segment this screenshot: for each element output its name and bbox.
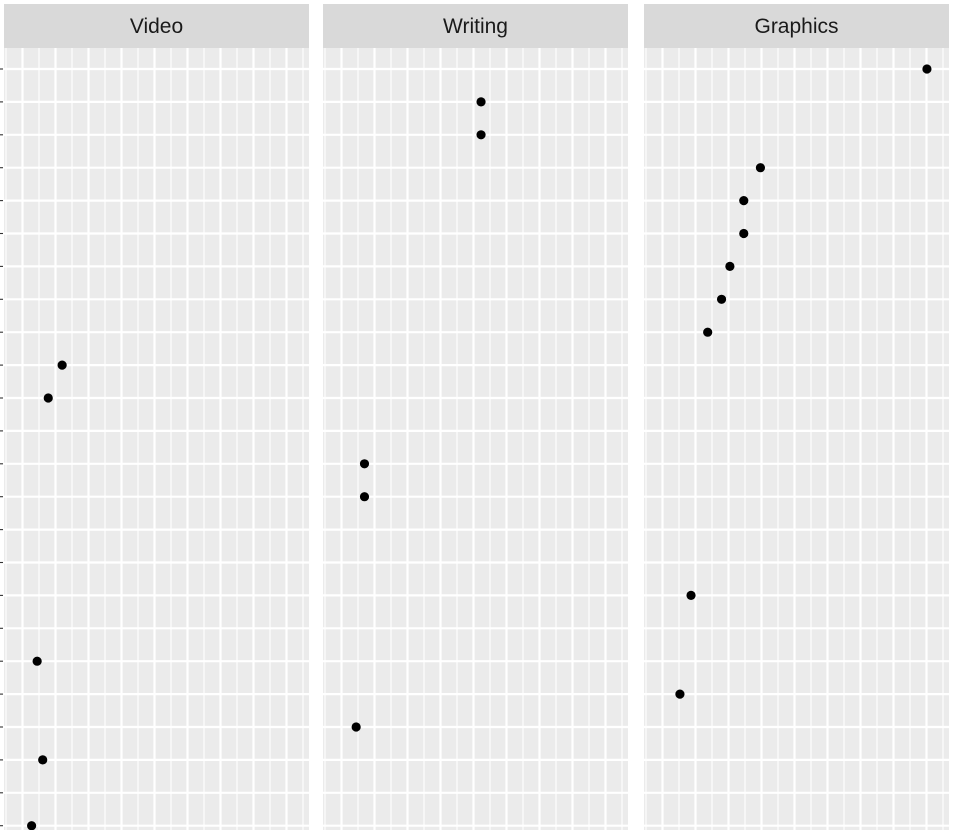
facet-label: Writing	[443, 15, 508, 38]
y-axis-ticks	[0, 68, 3, 827]
facet-label: Video	[130, 15, 183, 38]
data-point	[359, 459, 370, 469]
data-point	[739, 196, 749, 206]
data-point	[716, 294, 727, 304]
facet-panel-graphics: Graphics	[644, 4, 949, 830]
data-point	[675, 689, 685, 699]
panel-background	[644, 48, 949, 830]
data-point	[725, 261, 735, 271]
facet-panel-writing: Writing	[323, 4, 628, 830]
data-point	[686, 590, 696, 601]
facet-strip	[644, 4, 949, 48]
panel-background	[4, 48, 309, 830]
data-point	[359, 492, 370, 502]
data-point	[755, 163, 766, 173]
facet-panels: Video Writing Graphics	[4, 4, 949, 830]
data-point	[476, 97, 486, 107]
data-point	[922, 64, 932, 74]
data-point	[43, 393, 53, 403]
data-point	[476, 130, 486, 140]
gridlines	[644, 48, 949, 830]
facet-label: Graphics	[754, 15, 838, 38]
data-point	[32, 656, 42, 666]
data-point	[739, 228, 749, 239]
facet-strip	[323, 4, 628, 48]
gridlines	[4, 48, 309, 830]
facet-panel-video: Video	[4, 4, 309, 830]
data-point	[703, 327, 713, 337]
data-point	[351, 722, 361, 732]
data-point	[27, 821, 37, 830]
facet-strip	[4, 4, 309, 48]
panel-background	[323, 48, 628, 830]
data-point	[38, 755, 48, 765]
gridlines	[323, 48, 628, 830]
data-point	[57, 360, 67, 370]
